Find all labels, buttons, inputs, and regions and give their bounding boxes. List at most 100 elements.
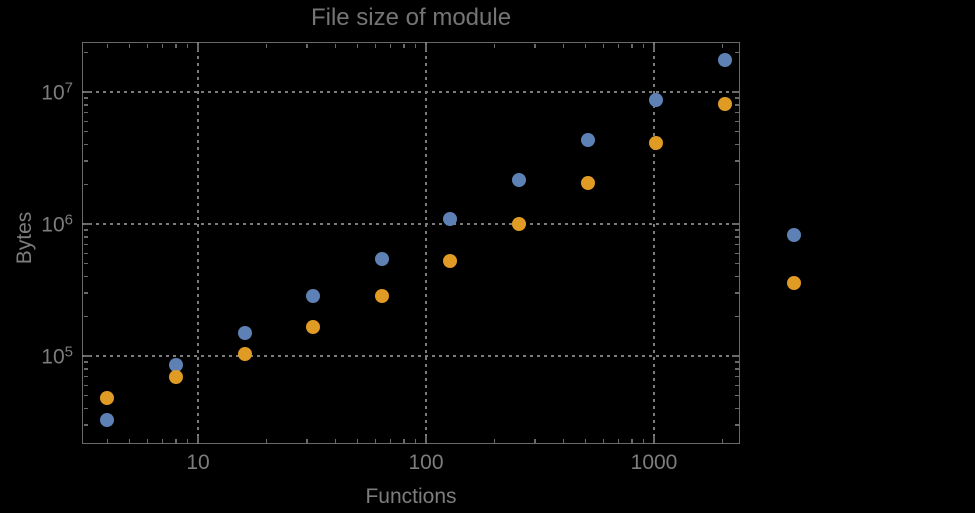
x-tick [197, 435, 199, 443]
x-tick [721, 43, 724, 48]
y-tick [83, 407, 88, 410]
data-point-series-blue [786, 228, 801, 243]
y-tick [731, 91, 739, 93]
y-tick [83, 361, 88, 363]
x-tick [146, 438, 149, 443]
v-gridline [197, 42, 199, 444]
x-tick [128, 43, 131, 48]
x-tick [642, 438, 645, 443]
h-gridline [82, 91, 740, 93]
y-tick-exponent: 7 [64, 79, 73, 97]
y-tick-base: 10 [41, 213, 65, 237]
x-tick [334, 43, 337, 48]
data-point-series-orange [512, 217, 527, 231]
data-point-series-blue [237, 325, 252, 340]
chart-title: File size of module [310, 4, 512, 31]
x-tick [653, 435, 655, 443]
v-gridline [653, 42, 655, 444]
y-tick [83, 355, 91, 357]
data-point-series-blue [580, 132, 595, 147]
x-tick [146, 43, 149, 48]
x-tick [389, 43, 392, 48]
y-tick [731, 223, 739, 225]
data-point-series-orange [168, 370, 183, 385]
x-tick [653, 43, 655, 51]
h-gridline [82, 355, 740, 357]
data-point-series-orange [786, 275, 801, 290]
plot-frame [82, 42, 740, 444]
x-tick [414, 438, 417, 443]
y-tick [734, 120, 739, 123]
y-tick [734, 243, 739, 246]
y-tick [83, 143, 88, 146]
data-point-series-orange [717, 97, 732, 112]
y-tick [83, 91, 91, 93]
x-tick [617, 43, 620, 48]
x-tick [562, 43, 565, 48]
y-tick [83, 111, 88, 114]
data-point-series-orange [580, 175, 595, 190]
x-tick [425, 43, 427, 51]
x-tick [197, 43, 199, 51]
x-tick [602, 43, 605, 48]
x-tick [106, 43, 109, 48]
data-point-series-blue [717, 52, 732, 67]
y-tick [734, 368, 739, 370]
x-tick [186, 43, 189, 48]
y-tick [734, 394, 739, 397]
y-tick [734, 262, 739, 265]
y-tick [734, 292, 739, 294]
x-tick [721, 438, 724, 443]
x-tick [584, 43, 587, 48]
y-tick [83, 424, 88, 426]
data-point-series-orange [443, 253, 458, 268]
y-tick [734, 315, 739, 317]
y-tick [83, 130, 88, 133]
x-tick-label: 10 [186, 451, 210, 474]
y-tick [734, 384, 739, 387]
x-tick [161, 43, 164, 48]
y-tick [83, 120, 88, 123]
data-point-series-blue [649, 92, 664, 107]
y-tick [734, 361, 739, 363]
x-tick [403, 43, 405, 48]
data-point-series-orange [649, 136, 664, 151]
x-tick [493, 43, 496, 48]
data-point-series-blue [306, 288, 321, 303]
y-tick [734, 160, 739, 162]
y-tick [731, 355, 739, 357]
x-tick [389, 438, 392, 443]
y-tick [83, 236, 88, 238]
y-tick-base: 10 [41, 81, 65, 105]
x-tick [414, 43, 417, 48]
x-tick [265, 438, 268, 443]
y-tick [83, 252, 88, 255]
x-tick [534, 43, 536, 48]
x-tick [617, 438, 620, 443]
data-point-series-blue [100, 412, 115, 427]
v-gridline [425, 42, 427, 444]
y-tick [83, 243, 88, 246]
y-tick [734, 236, 739, 238]
y-tick [83, 275, 88, 278]
data-point-series-blue [374, 251, 389, 266]
x-tick [631, 438, 633, 443]
x-tick [493, 438, 496, 443]
x-tick [642, 43, 645, 48]
data-point-series-orange [374, 288, 389, 303]
y-tick [83, 229, 88, 231]
y-tick [734, 51, 739, 53]
x-tick [425, 435, 427, 443]
y-tick-label: 105 [0, 343, 73, 370]
data-point-series-orange [100, 391, 115, 406]
y-tick [83, 368, 88, 370]
x-tick [265, 43, 268, 48]
y-tick [734, 407, 739, 410]
y-tick-label: 106 [0, 211, 73, 238]
x-tick [602, 438, 605, 443]
y-tick [83, 97, 88, 99]
y-tick [83, 223, 91, 225]
y-tick-base: 10 [41, 345, 65, 369]
data-point-series-blue [168, 357, 183, 372]
y-tick [83, 183, 88, 185]
